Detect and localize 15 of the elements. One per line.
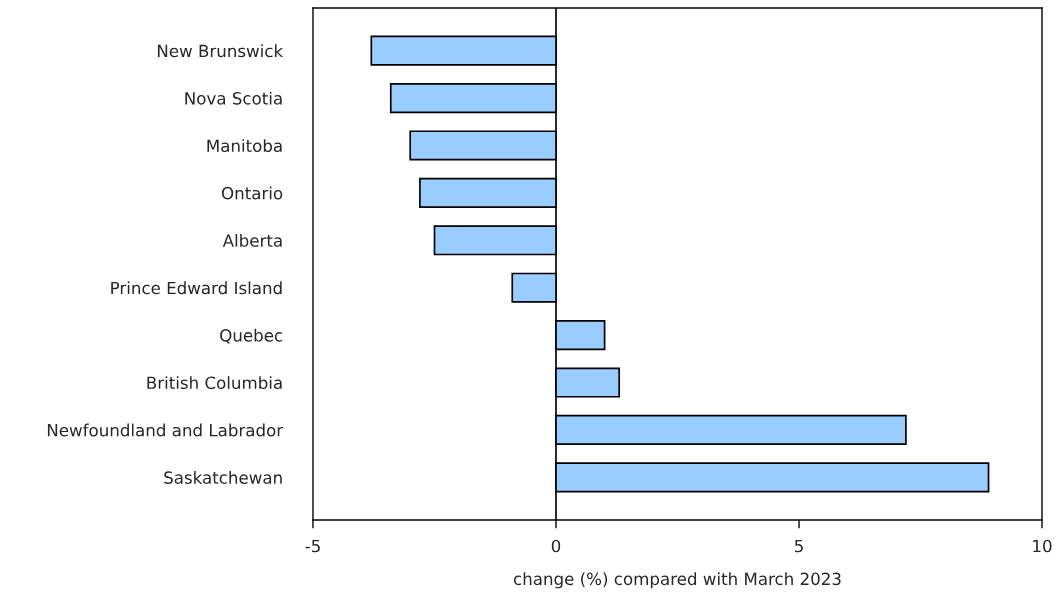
x-tick-label: 5 xyxy=(794,539,803,553)
x-axis-title: change (%) compared with March 2023 xyxy=(513,572,841,589)
x-tick-label: 0 xyxy=(551,539,561,553)
y-tick-label: Nova Scotia xyxy=(185,91,282,105)
y-tick-label: Newfoundland and Labrador xyxy=(47,423,284,437)
x-tick-label: 10 xyxy=(1033,539,1052,553)
y-tick-label: Quebec xyxy=(220,328,283,344)
y-tick-label: British Columbia xyxy=(147,376,282,390)
y-tick-label: New Brunswick xyxy=(157,44,284,58)
x-tick-label: -5 xyxy=(305,539,320,553)
y-tick-label: Manitoba xyxy=(207,139,282,153)
y-tick-label: Saskatchewan xyxy=(164,471,282,484)
y-tick-label: Ontario xyxy=(221,186,283,200)
y-tick-label: Prince Edward Island xyxy=(111,281,282,295)
y-tick-label: Alberta xyxy=(222,233,282,247)
